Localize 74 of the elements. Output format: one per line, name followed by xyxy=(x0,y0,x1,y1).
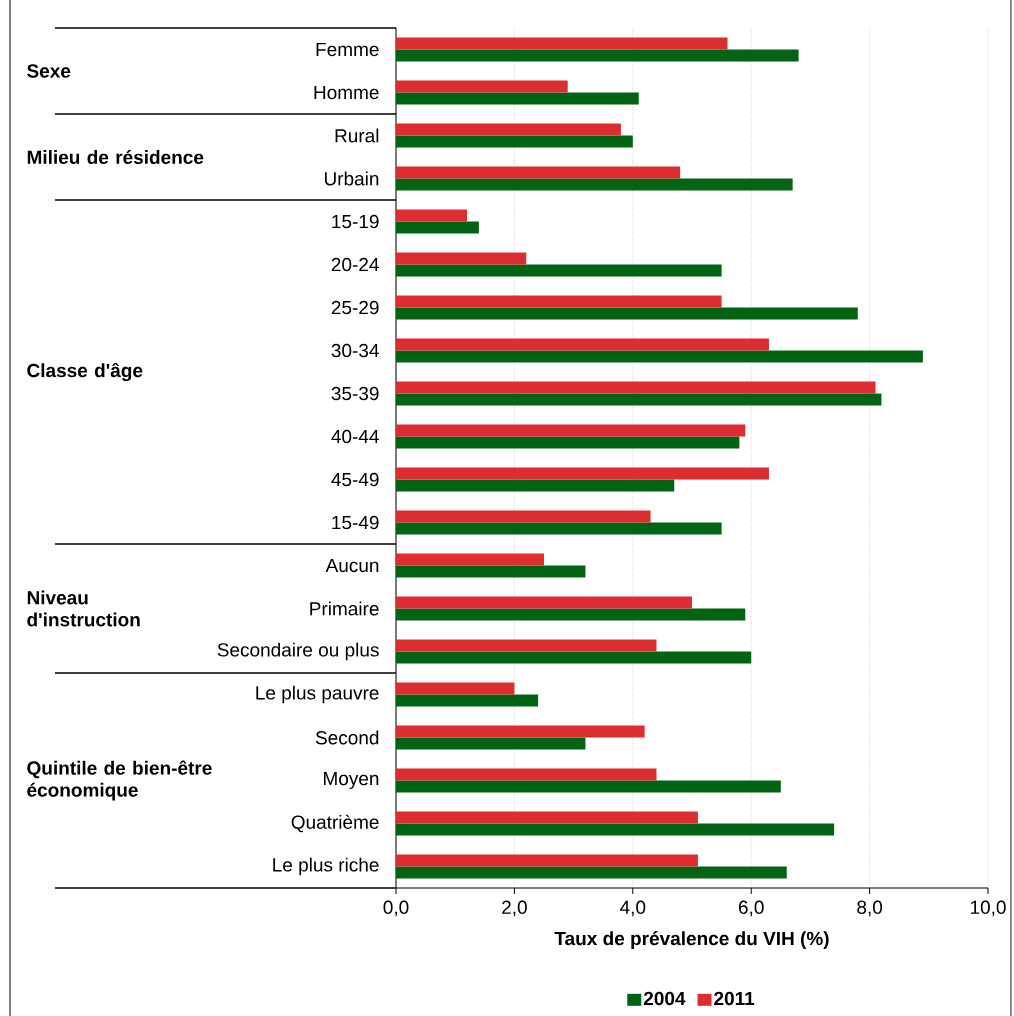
x-tick-label: 6,0 xyxy=(738,900,764,917)
bar xyxy=(396,737,586,750)
y-tick-label: 25-29 xyxy=(331,300,379,315)
bar xyxy=(396,682,515,695)
x-tick-label: 2,0 xyxy=(502,900,527,917)
x-tick-label: 4,0 xyxy=(620,900,646,917)
y-tick-label: Moyen xyxy=(323,772,379,790)
y-tick-label: 30-34 xyxy=(331,343,379,358)
bar xyxy=(396,264,722,277)
bar xyxy=(396,37,728,50)
y-tick-label: 20-24 xyxy=(331,257,379,272)
y-tick-label: Primaire xyxy=(310,601,379,616)
bar xyxy=(396,639,657,652)
bar xyxy=(396,596,693,609)
bar xyxy=(396,467,769,480)
bar xyxy=(396,92,639,105)
text: Classe d'âge xyxy=(27,362,143,382)
y-tick-label: Quatrième xyxy=(291,814,379,833)
bar xyxy=(396,123,621,136)
bar xyxy=(396,854,698,867)
bar xyxy=(396,209,468,222)
bar xyxy=(396,80,568,93)
y-tick-label: Urbain xyxy=(324,171,379,186)
bar xyxy=(396,350,923,363)
x-tick-label: 10,0 xyxy=(970,900,1006,917)
bar xyxy=(396,135,633,148)
x-axis-title: Taux de prévalence du VIH (%) xyxy=(554,931,829,949)
bar xyxy=(396,608,746,621)
bar xyxy=(396,436,740,449)
bar xyxy=(396,811,698,824)
bar xyxy=(396,381,876,394)
bar xyxy=(396,338,769,351)
bar xyxy=(396,166,681,179)
bar xyxy=(396,252,527,265)
y-tick-label: 15-49 xyxy=(332,515,379,530)
y-tick-label: Le plus riche xyxy=(273,857,379,876)
y-tick-label: Rural xyxy=(335,128,379,143)
y-tick-label: Le plus pauvre xyxy=(256,685,379,704)
y-tick-label: 40-44 xyxy=(331,429,379,444)
bar xyxy=(396,479,675,492)
bar xyxy=(396,510,651,523)
text: Milieu de résidence xyxy=(27,149,204,165)
bar xyxy=(396,725,645,738)
x-tick-label: 0,0 xyxy=(383,900,409,917)
y-tick-label: 15-19 xyxy=(332,214,379,229)
text: Niveau d'instruction xyxy=(27,590,140,627)
x-tick-label: 8,0 xyxy=(857,900,883,917)
bar xyxy=(396,49,799,62)
bar xyxy=(396,295,722,308)
text: Sexe xyxy=(27,64,71,78)
y-tick-label: Homme xyxy=(314,85,379,100)
bar xyxy=(396,307,858,320)
bar xyxy=(396,866,787,879)
bar xyxy=(396,823,835,836)
bar xyxy=(396,424,746,437)
y-tick-label: Aucun xyxy=(325,558,379,573)
bar xyxy=(396,651,752,664)
text: Quintile de bien-être économique xyxy=(27,760,212,801)
legend-label: 2011 xyxy=(714,991,755,1006)
y-tick-label: 45-49 xyxy=(331,472,379,487)
bar xyxy=(396,780,781,793)
bar xyxy=(396,178,793,191)
bar xyxy=(396,221,479,234)
y-tick-label: 35-39 xyxy=(331,386,379,401)
legend-label: 2004 xyxy=(643,991,686,1006)
y-tick-label: Second xyxy=(315,730,379,745)
bar xyxy=(396,565,586,578)
y-tick-label: Secondaire ou plus xyxy=(217,642,379,661)
bar xyxy=(396,393,882,406)
bar xyxy=(396,694,539,707)
y-tick-label: Femme xyxy=(316,42,379,57)
bar xyxy=(396,553,545,566)
bar xyxy=(396,768,657,781)
bar xyxy=(396,522,722,535)
